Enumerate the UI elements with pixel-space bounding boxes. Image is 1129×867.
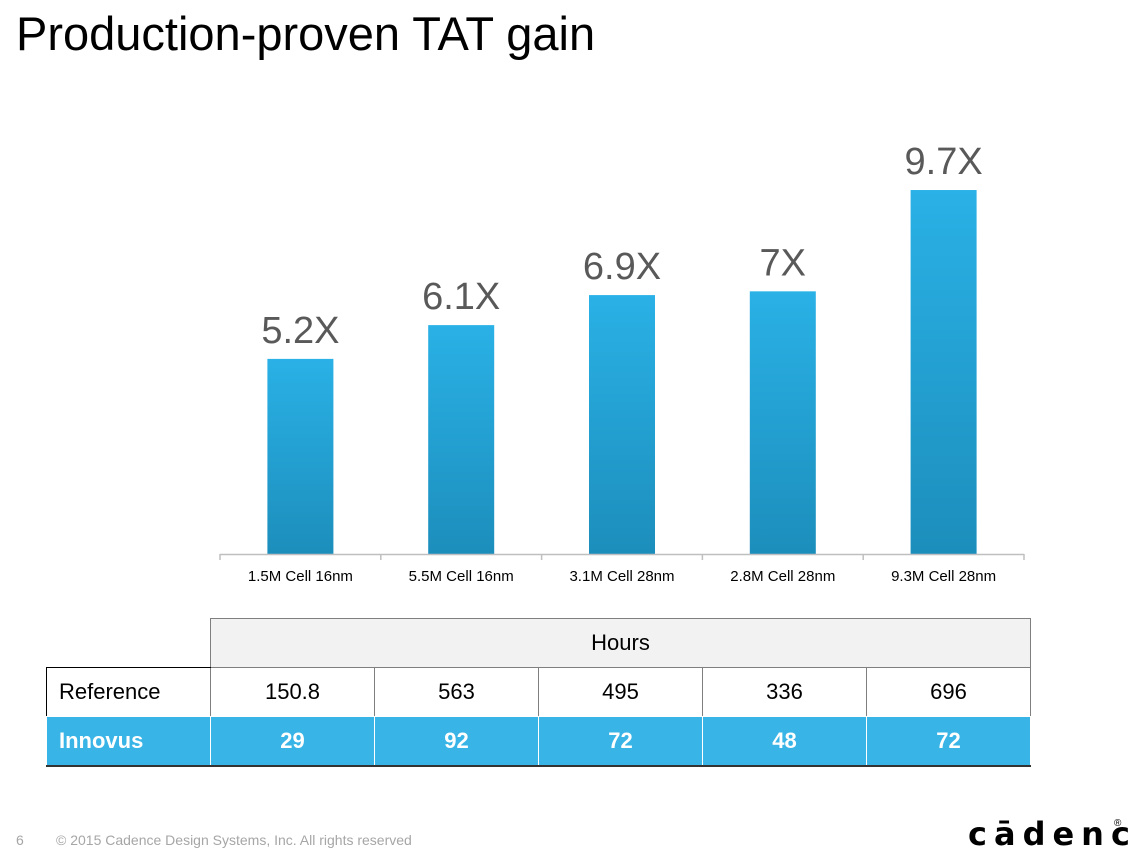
registered-mark: ®	[1114, 818, 1122, 829]
row-label-reference: Reference	[46, 667, 211, 717]
table-cell: 336	[702, 667, 867, 717]
bar-5	[910, 190, 977, 554]
table-cell: 72	[866, 716, 1031, 767]
bar-2	[428, 325, 495, 554]
category-label: 3.1M Cell 28nm	[569, 568, 674, 585]
table-cell: 150.8	[210, 667, 375, 717]
slide-title: Production-proven TAT gain	[16, 7, 596, 60]
copyright-notice: © 2015 Cadence Design Systems, Inc. All …	[56, 832, 412, 848]
bar-1	[267, 358, 334, 554]
category-label: 9.3M Cell 28nm	[891, 568, 996, 585]
table-cell: 495	[538, 667, 703, 717]
table-cell: 72	[538, 716, 703, 767]
table-corner	[46, 618, 211, 668]
bar-chart: 5.2X 1.5M Cell 16nm 6.1X 5.5M Cell 16nm 6.9X…	[219, 141, 1025, 585]
bar-4	[749, 291, 816, 554]
data-label: 7X	[760, 242, 806, 284]
table-cell: 563	[374, 667, 539, 717]
table-row-reference: Reference 150.8 563 495 336 696	[46, 667, 1031, 717]
table-cell: 92	[374, 716, 539, 767]
data-label: 6.9X	[583, 246, 661, 288]
data-label: 9.7X	[905, 141, 983, 183]
table-header-hours: Hours	[210, 618, 1031, 668]
row-label-innovus: Innovus	[46, 716, 211, 767]
table-cell: 696	[866, 667, 1031, 717]
data-label: 5.2X	[261, 310, 339, 352]
category-label: 5.5M Cell 16nm	[409, 568, 514, 585]
data-label: 6.1X	[422, 276, 500, 318]
cadence-logo: cādence	[968, 815, 1129, 853]
table-row-innovus: Innovus 29 92 72 48 72	[46, 716, 1031, 767]
table-cell: 29	[210, 716, 375, 767]
category-label: 2.8M Cell 28nm	[730, 568, 835, 585]
category-label: 1.5M Cell 16nm	[248, 568, 353, 585]
page-number: 6	[16, 832, 24, 848]
table-cell: 48	[702, 716, 867, 767]
hours-table: Hours Reference 150.8 563 495 336 696 In…	[46, 618, 1031, 767]
table-header-row: Hours	[46, 618, 1031, 668]
bar-3	[589, 295, 655, 554]
